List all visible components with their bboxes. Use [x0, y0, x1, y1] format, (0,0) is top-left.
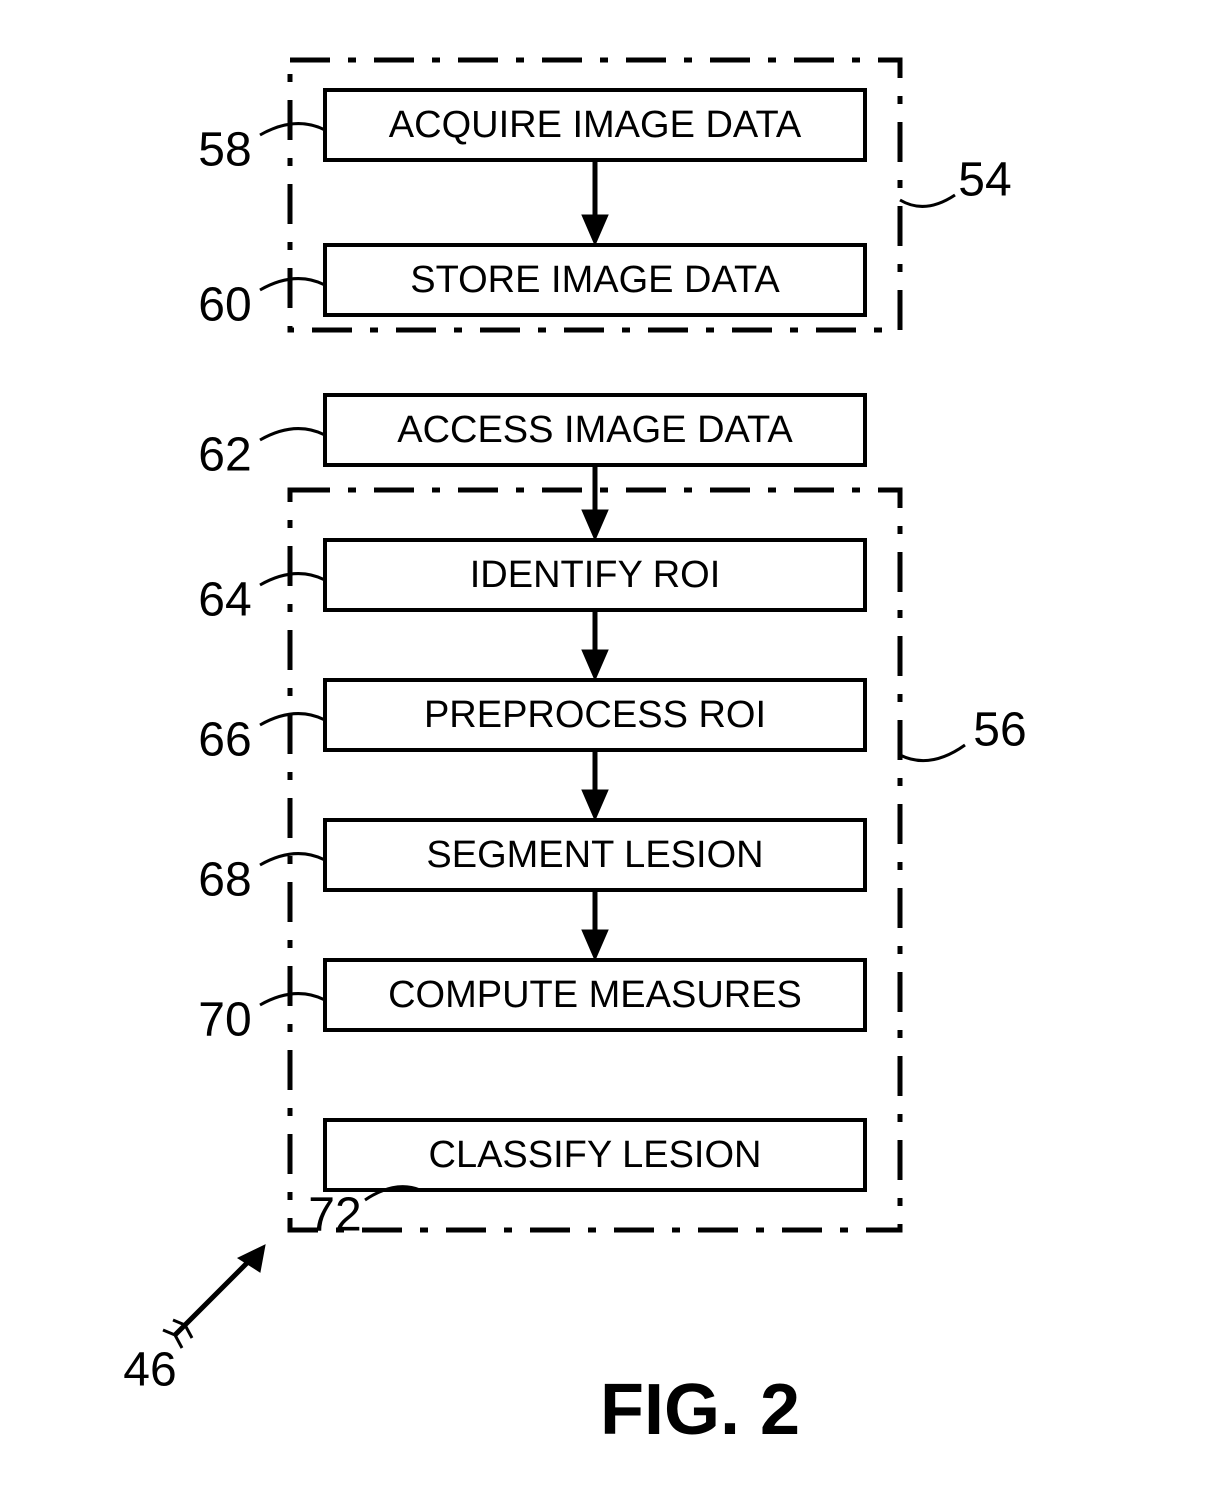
arrow-68-70-head [582, 930, 608, 960]
box-64-label: IDENTIFY ROI [470, 554, 721, 596]
box-58-label: ACQUIRE IMAGE DATA [389, 104, 802, 146]
ref-72: 72 [308, 1189, 361, 1242]
leader-56 [900, 745, 965, 761]
box-70-label: COMPUTE MEASURES [388, 974, 802, 1016]
ref-58: 58 [198, 124, 251, 177]
ref-64: 64 [198, 574, 251, 627]
box-66-label: PREPROCESS ROI [424, 694, 766, 736]
ref-54: 54 [958, 154, 1011, 207]
box-62-label: ACCESS IMAGE DATA [397, 409, 793, 451]
flowchart-figure: ACQUIRE IMAGE DATA STORE IMAGE DATA ACCE… [0, 0, 1229, 1490]
ref-70: 70 [198, 994, 251, 1047]
leader-54 [900, 195, 955, 206]
box-72-label: CLASSIFY LESION [429, 1134, 762, 1176]
ref-68: 68 [198, 854, 251, 907]
ref-60: 60 [198, 279, 251, 332]
figure-label: FIG. 2 [600, 1370, 800, 1450]
box-60-label: STORE IMAGE DATA [410, 259, 780, 301]
ref-62: 62 [198, 429, 251, 482]
arrow-62-64-head [582, 510, 608, 540]
leader-62 [260, 429, 325, 440]
arrow-66-68-head [582, 790, 608, 820]
arrow-64-66-head [582, 650, 608, 680]
arrow-58-60-head [582, 215, 608, 245]
ref-46: 46 [123, 1344, 176, 1397]
feather-arrow-46 [163, 1245, 265, 1348]
ref-66: 66 [198, 714, 251, 767]
ref-56: 56 [973, 704, 1026, 757]
box-68-label: SEGMENT LESION [426, 834, 763, 876]
